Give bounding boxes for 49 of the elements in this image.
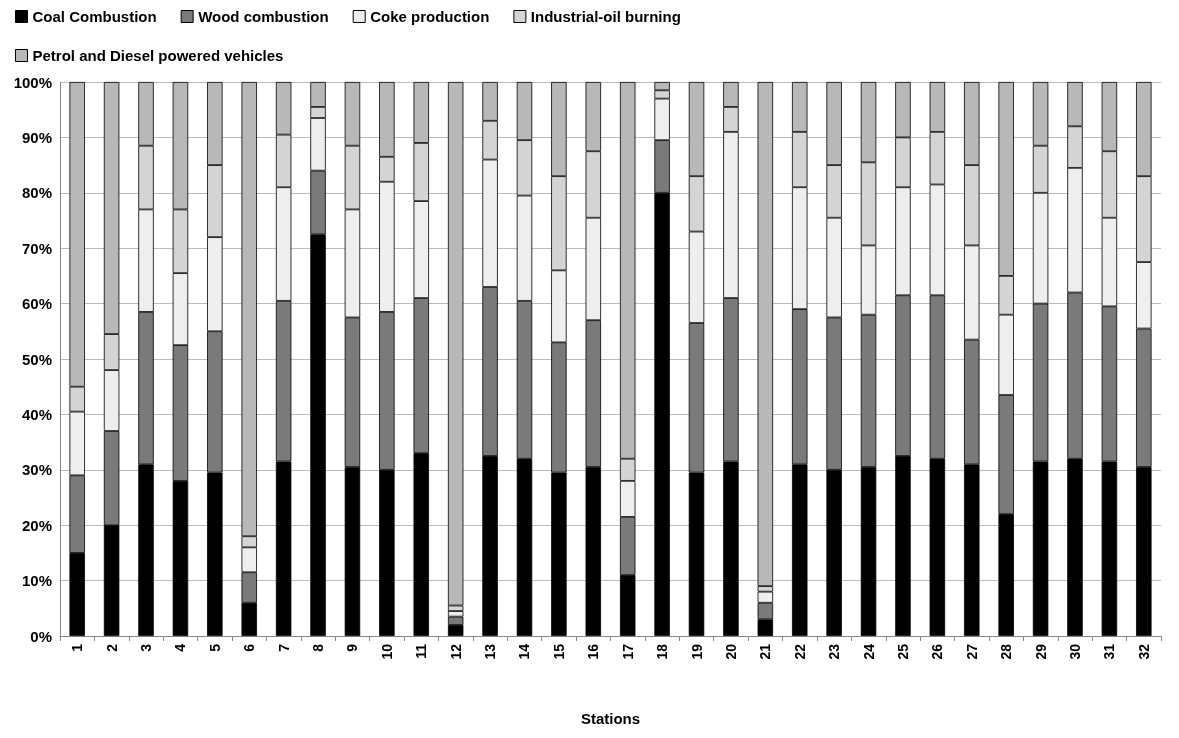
y-tick-label: 10% [21,572,52,590]
x-tick-label: 30 [1066,643,1083,660]
x-tick-label: 10 [378,643,395,660]
legend-label: Coal Combustion [32,8,157,25]
x-tick-label: 29 [1032,643,1049,660]
x-tick-label: 28 [998,643,1015,660]
x-tick-label: 24 [860,643,877,660]
x-tick-label: 11 [413,643,430,659]
legend-label: Industrial-oil burning [530,8,681,25]
x-tick-label: 15 [550,643,567,660]
x-tick-label: 19 [688,643,705,660]
x-tick-label: 6 [241,643,258,652]
x-tick-label: 32 [1135,643,1152,660]
x-tick-label: 21 [757,643,774,660]
y-tick-label: 40% [21,405,52,423]
x-tick-label: 17 [619,643,636,660]
y-tick-label: 20% [21,516,52,534]
x-tick-label: 23 [826,643,843,660]
x-tick-label: 18 [654,643,671,660]
y-tick-label: 60% [21,295,52,313]
y-tick-label: 80% [21,184,52,202]
y-tick-label: 70% [21,239,52,257]
x-tick-label: 1 [69,643,86,652]
legend-label: Petrol and Diesel powered vehicles [32,47,284,64]
x-tick-label: 8 [310,643,327,652]
y-tick-label: 0% [30,627,52,645]
legend-label: Coke production [370,8,490,25]
y-tick-label: 90% [21,128,52,146]
x-tick-label: 4 [172,643,189,652]
y-tick-label: 50% [21,350,52,368]
x-tick-label: 31 [1101,643,1118,660]
x-tick-label: 26 [929,643,946,660]
x-tick-label: 14 [516,643,533,660]
x-tick-label: 2 [103,643,120,652]
x-tick-label: 25 [894,643,911,660]
x-tick-label: 3 [138,643,155,652]
x-axis-title: Stations [580,710,641,727]
y-tick-label: 30% [21,461,52,479]
x-tick-label: 20 [722,643,739,660]
x-tick-label: 27 [963,643,980,660]
x-tick-label: 16 [585,643,602,660]
y-tick-label: 100% [13,73,52,91]
x-tick-label: 7 [275,643,292,652]
x-tick-label: 22 [791,643,808,660]
x-tick-label: 12 [447,643,464,660]
x-tick-label: 5 [206,643,223,652]
x-tick-label: 9 [344,643,361,652]
legend-label: Wood combustion [198,8,329,25]
x-tick-label: 13 [482,643,499,660]
